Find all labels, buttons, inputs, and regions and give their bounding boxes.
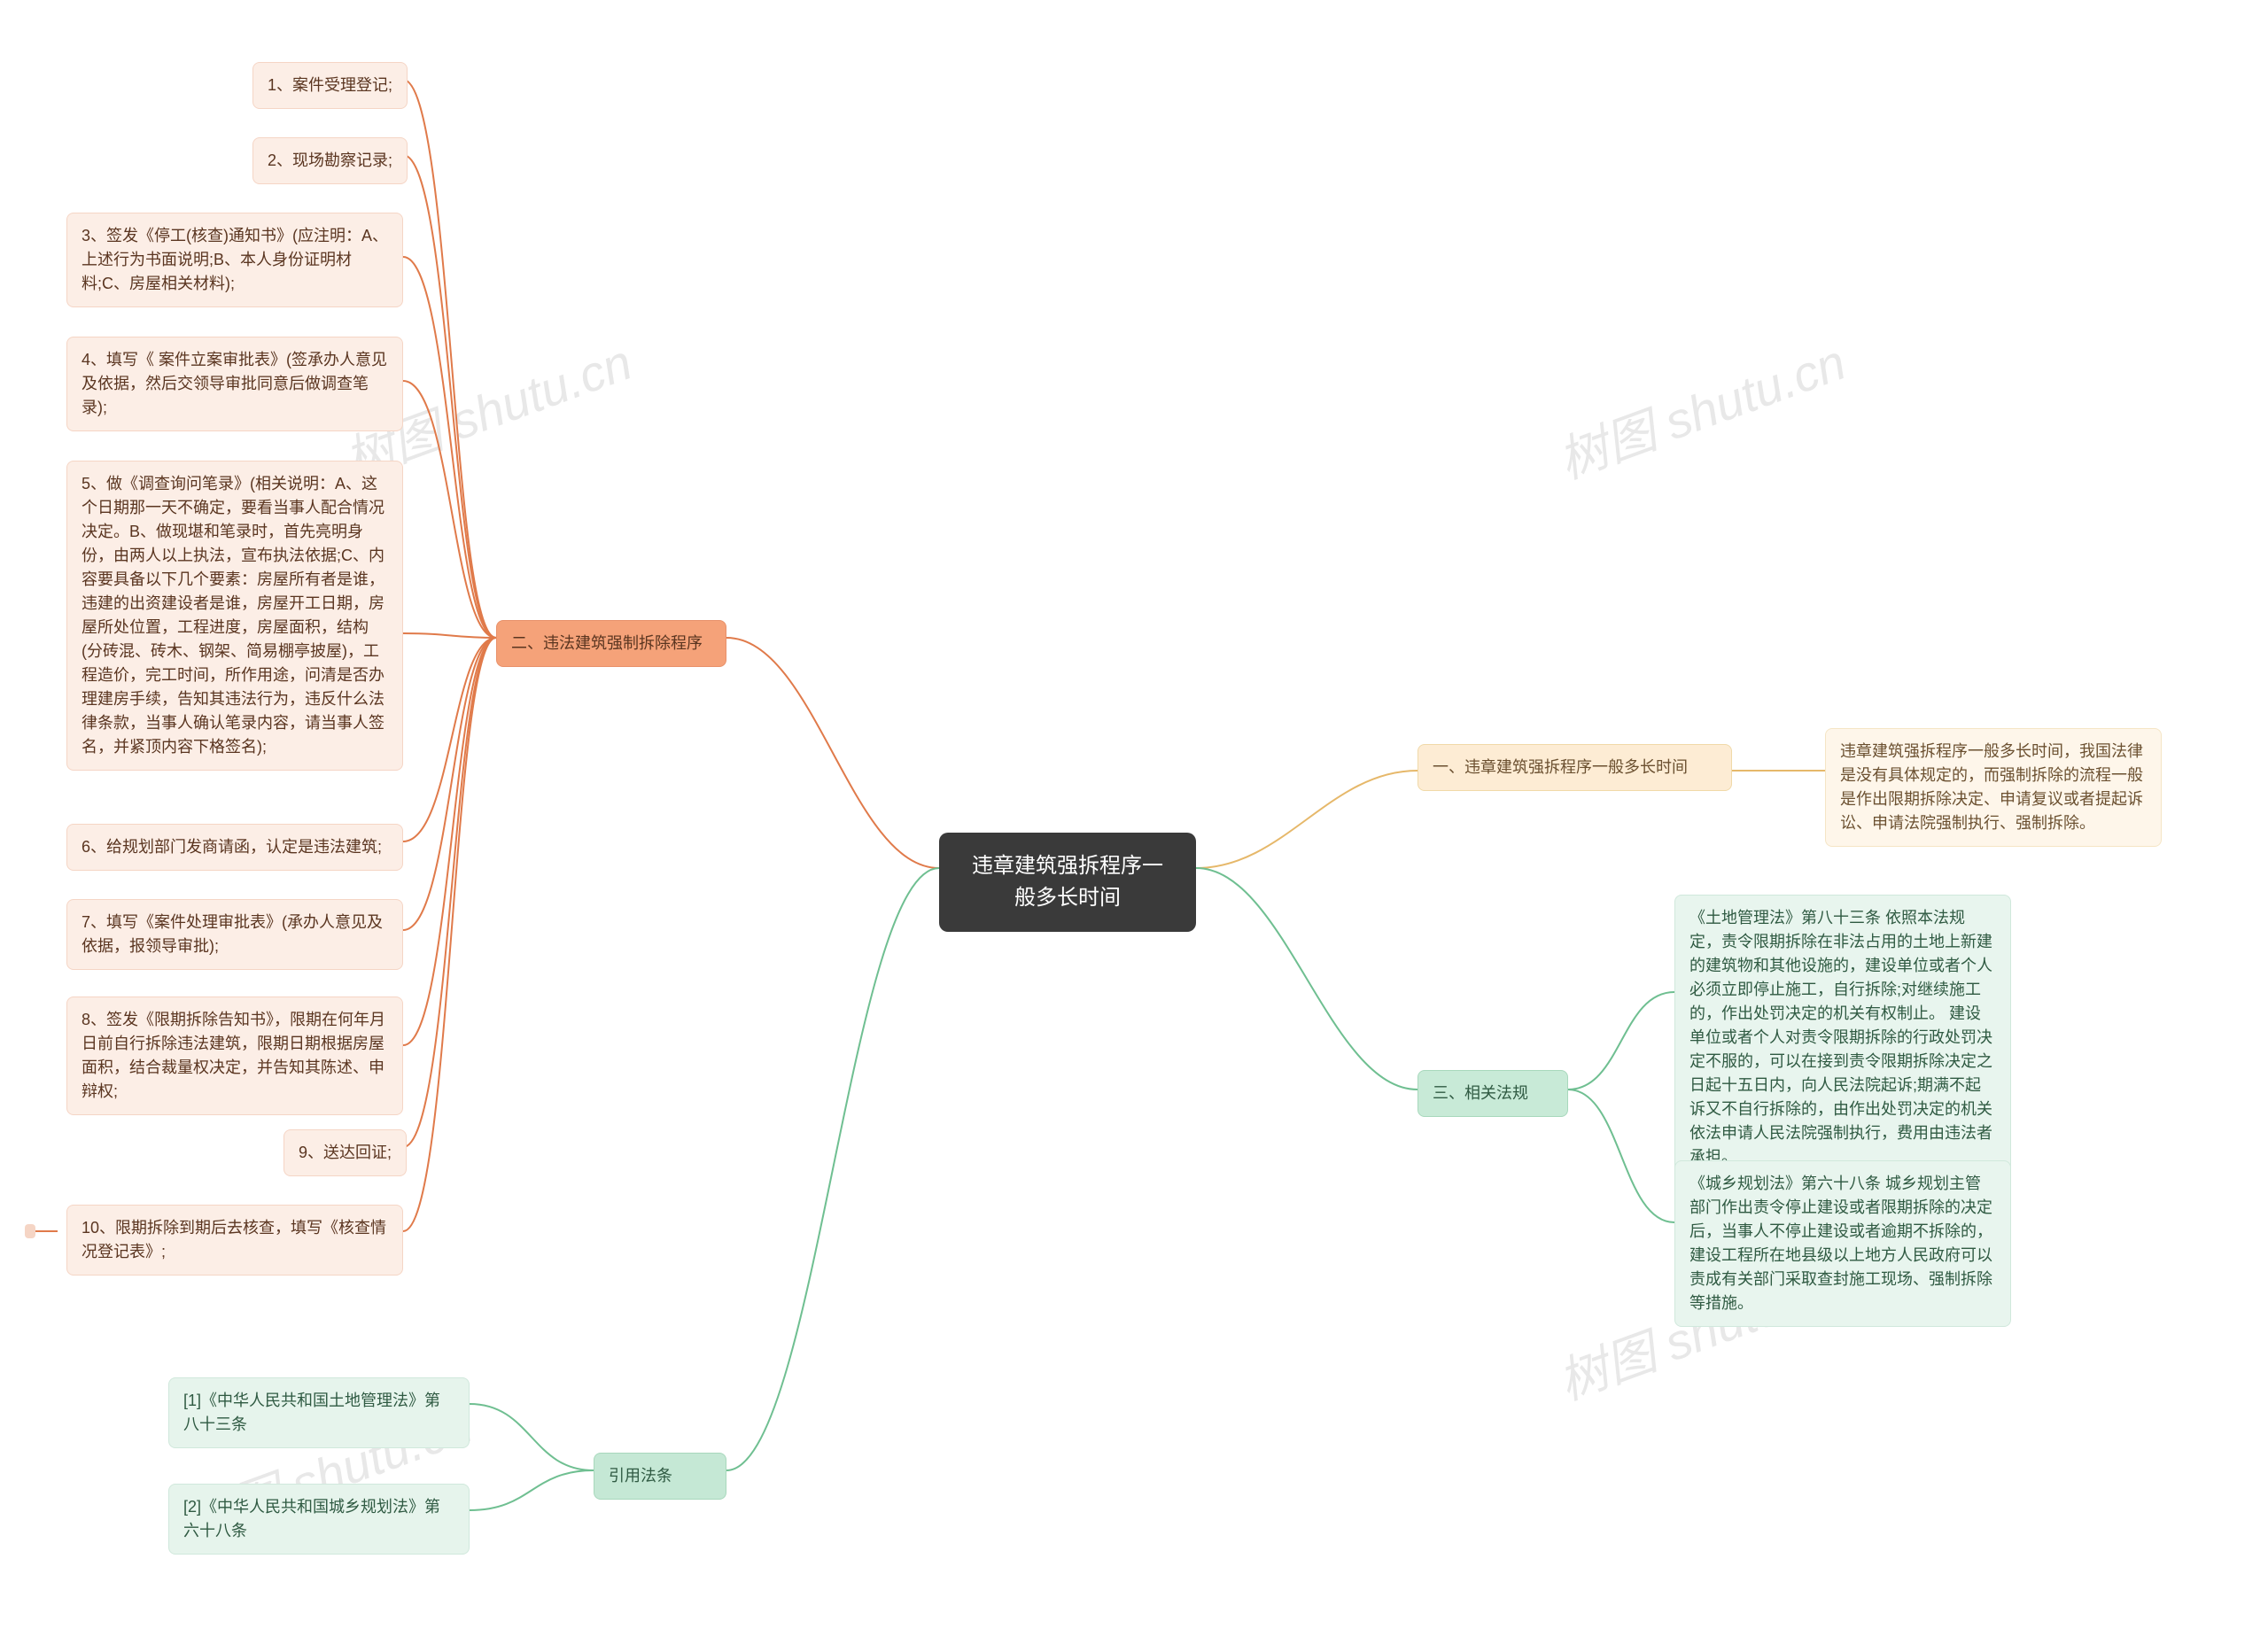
central-node: 违章建筑强拆程序一般多长时间 [939, 833, 1196, 932]
leaf-1-0: 违章建筑强拆程序一般多长时间，我国法律是没有具体规定的，而强制拆除的流程一般是作… [1825, 728, 2162, 847]
branch-2: 二、违法建筑强制拆除程序 [496, 620, 726, 667]
leaf-2-7: 8、签发《限期拆除告知书》，限期在何年月日前自行拆除违法建筑，限期日期根据房屋面… [66, 996, 403, 1115]
leaf-2-2: 3、签发《停工(核查)通知书》(应注明：A、上述行为书面说明;B、本人身份证明材… [66, 213, 403, 307]
leaf-2-0: 1、案件受理登记; [252, 62, 408, 109]
leaf-2-6: 7、填写《案件处理审批表》(承办人意见及依据，报领导审批); [66, 899, 403, 970]
branch-3: 三、相关法规 [1418, 1070, 1568, 1117]
leaf-3-0: 《土地管理法》第八十三条 依照本法规定，责令限期拆除在非法占用的土地上新建的建筑… [1674, 895, 2011, 1181]
branch-1: 一、违章建筑强拆程序一般多长时间 [1418, 744, 1732, 791]
leaf-2-9: 10、限期拆除到期后去核查，填写《核查情况登记表》; [66, 1205, 403, 1276]
leaf-2-3: 4、填写《 案件立案审批表》(签承办人意见及依据，然后交领导审批同意后做调查笔录… [66, 337, 403, 431]
leaf-4-0: [1]《中华人民共和国土地管理法》第八十三条 [168, 1377, 470, 1448]
leaf-2-4: 5、做《调查询问笔录》(相关说明：A、这个日期那一天不确定，要看当事人配合情况决… [66, 461, 403, 771]
leaf-3-1: 《城乡规划法》第六十八条 城乡规划主管部门作出责令停止建设或者限期拆除的决定后，… [1674, 1160, 2011, 1327]
leaf-2-8: 9、送达回证; [284, 1129, 407, 1176]
branch-4: 引用法条 [594, 1453, 726, 1500]
leaf-4-1: [2]《中华人民共和国城乡规划法》第六十八条 [168, 1484, 470, 1555]
watermark: 树图 shutu.cn [1547, 322, 1854, 492]
leaf-2-5: 6、给规划部门发商请函，认定是违法建筑; [66, 824, 403, 871]
leaf-2-1: 2、现场勘察记录; [252, 137, 408, 184]
